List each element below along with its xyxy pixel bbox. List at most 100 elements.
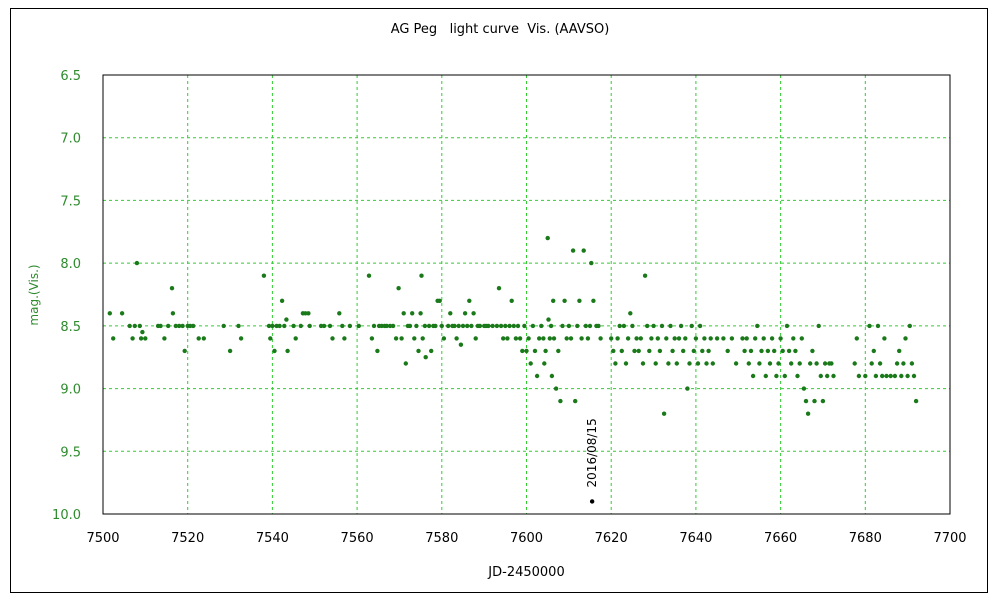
data-point [672,336,677,341]
x-tick-label: 7660 [764,531,797,546]
data-point [769,336,775,341]
data-point [585,336,591,341]
data-point [676,336,682,341]
data-point [884,373,889,379]
data-point [201,336,206,341]
data-point [598,336,603,341]
data-point [134,260,140,266]
data-point [814,361,819,366]
data-point [782,373,787,379]
data-point [899,373,904,379]
data-point [659,323,665,329]
data-point [541,336,546,341]
data-point [401,311,406,316]
y-tick-label: 7.5 [60,194,81,209]
data-point [856,373,862,379]
data-point [347,323,353,329]
data-point [458,342,464,347]
data-point [162,336,167,341]
data-point [414,323,419,329]
data-point [422,323,428,329]
data-point [869,361,874,366]
data-point [753,336,758,341]
data-point [693,336,699,341]
data-point [678,323,684,329]
x-tick-label: 7680 [849,531,882,546]
data-point [456,323,461,329]
data-point [810,348,815,354]
data-point [740,336,745,341]
data-point [505,336,510,341]
data-point [681,348,686,354]
data-point [721,336,726,341]
data-point [674,361,679,366]
data-point [805,411,811,416]
data-point [789,361,794,366]
data-point [371,323,377,329]
data-point [897,348,902,354]
y-tick-label: 9.5 [60,445,81,460]
data-point [173,323,178,329]
data-point [551,336,557,341]
data-point [831,373,836,379]
data-point [284,317,289,322]
data-point [140,329,145,335]
annotation-group: 2016/08/15 [585,418,599,504]
data-point [496,286,502,291]
data-point [636,348,641,354]
data-point [441,336,447,341]
data-point [285,348,290,354]
data-point [473,336,478,341]
y-tick-label: 9.0 [60,383,81,398]
data-point [799,336,804,341]
data-point [266,323,272,329]
x-tick-label: 7640 [679,531,712,546]
data-point [426,323,432,329]
data-point [708,336,713,341]
data-point [742,348,747,354]
data-point [666,361,671,366]
data-point [469,323,474,329]
data-point [291,323,296,329]
data-point [761,336,766,341]
chart-title: AG Peg light curve Vis. (AAVSO) [390,22,610,37]
data-point [795,373,800,379]
data-point [107,311,113,316]
y-tick-label: 8.5 [60,320,81,335]
data-point [638,336,643,341]
data-point [321,323,327,329]
data-point [412,336,417,341]
data-point [221,323,226,329]
data-point [596,323,601,329]
data-point [803,398,809,404]
data-point [511,323,516,329]
data-point [877,361,883,366]
data-point [551,298,556,303]
annotation-label: 2016/08/15 [585,418,599,487]
data-point [180,323,185,329]
data-point [880,373,885,379]
data-point [748,348,754,354]
data-point [111,336,116,341]
data-point [143,336,148,341]
data-point [191,323,196,329]
data-point [812,398,817,404]
data-point [268,336,273,341]
data-point [645,323,650,329]
data-point [875,323,881,329]
data-point [661,411,667,416]
data-point [337,311,342,316]
data-point [570,248,576,253]
data-point [196,336,201,341]
data-point [765,348,771,354]
data-point [423,355,428,360]
data-point [545,235,550,241]
x-axis-ticks: 7500 7520 7540 7560 7580 7600 7620 7640 7660 7680… [86,531,966,546]
data-point [695,361,701,366]
data-point [420,336,425,341]
data-point [507,323,512,329]
data-point [486,323,491,329]
data-point [375,348,380,354]
data-point [907,323,912,329]
data-point [863,373,868,379]
